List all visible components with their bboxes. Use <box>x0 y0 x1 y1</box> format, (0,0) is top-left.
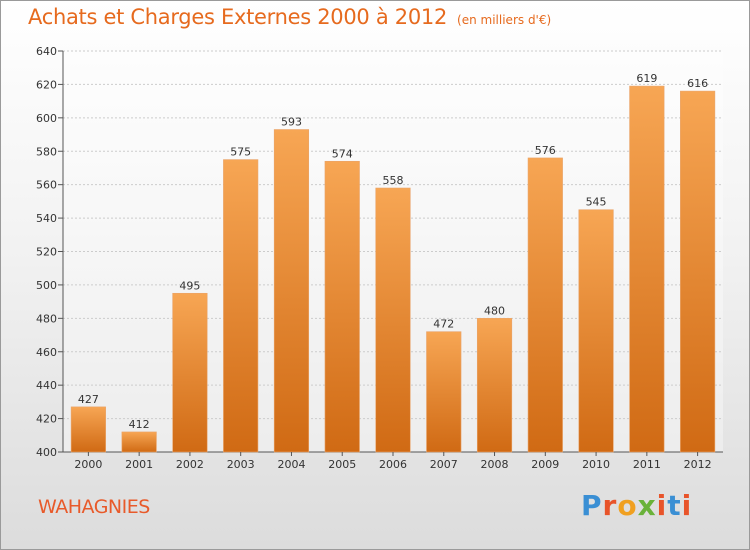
x-tick-label: 2001 <box>125 458 153 471</box>
bar <box>578 209 614 453</box>
y-tick-label: 440 <box>36 379 57 392</box>
bar <box>375 187 411 453</box>
y-tick-label: 400 <box>36 446 57 459</box>
commune-name: WAHAGNIES <box>38 496 150 518</box>
y-tick-label: 600 <box>36 112 57 125</box>
bar-value-label: 575 <box>230 146 251 159</box>
y-tick-label: 620 <box>36 78 57 91</box>
bar-value-label: 480 <box>484 304 505 317</box>
x-tick-label: 2008 <box>481 458 509 471</box>
bar <box>680 90 716 453</box>
x-tick-label: 2007 <box>430 458 458 471</box>
proxiti-logo: Proxiti <box>581 489 692 522</box>
logo-letter: x <box>637 489 657 522</box>
logo-letter: o <box>617 489 638 522</box>
logo-letter: P <box>581 489 603 522</box>
chart-subtitle: (en milliers d'€) <box>457 13 552 27</box>
logo-letter: r <box>602 489 618 522</box>
chart-title-text: Achats et Charges Externes 2000 à 2012 <box>28 5 448 29</box>
bar-value-label: 495 <box>179 279 200 292</box>
bar-value-label: 558 <box>383 174 404 187</box>
x-tick-label: 2012 <box>684 458 712 471</box>
y-tick-label: 480 <box>36 312 57 325</box>
y-tick-label: 500 <box>36 279 57 292</box>
y-tick-label: 580 <box>36 145 57 158</box>
bar-value-label: 619 <box>636 72 657 85</box>
bar <box>121 431 157 453</box>
x-tick-label: 2003 <box>227 458 255 471</box>
y-tick-label: 560 <box>36 179 57 192</box>
bar <box>70 406 106 453</box>
logo-letter: i <box>656 489 668 522</box>
x-tick-label: 2002 <box>176 458 204 471</box>
x-tick-label: 2006 <box>379 458 407 471</box>
bar <box>476 318 513 453</box>
y-tick-label: 520 <box>36 246 57 259</box>
logo-letter: i <box>681 489 693 522</box>
bar-value-label: 427 <box>78 393 99 406</box>
bar <box>324 160 360 453</box>
bar-value-label: 545 <box>586 196 607 209</box>
x-tick-label: 2011 <box>633 458 661 471</box>
bar <box>426 331 462 453</box>
bar <box>527 157 563 453</box>
bar <box>273 129 310 453</box>
y-tick-label: 460 <box>36 346 57 359</box>
x-tick-label: 2004 <box>277 458 305 471</box>
bar <box>629 85 665 453</box>
x-tick-label: 2005 <box>328 458 356 471</box>
bar-value-label: 412 <box>129 418 150 431</box>
x-tick-label: 2000 <box>74 458 102 471</box>
bar <box>223 159 259 453</box>
y-tick-label: 540 <box>36 212 57 225</box>
logo-letter: t <box>667 489 682 522</box>
x-tick-label: 2009 <box>531 458 559 471</box>
y-tick-label: 420 <box>36 413 57 426</box>
bar-value-label: 616 <box>687 77 708 90</box>
x-tick-label: 2010 <box>582 458 610 471</box>
bar-value-label: 472 <box>433 318 454 331</box>
chart-title: Achats et Charges Externes 2000 à 2012 (e… <box>28 5 551 29</box>
y-tick-label: 640 <box>36 45 57 58</box>
bar <box>172 292 208 453</box>
bar-value-label: 593 <box>281 116 302 129</box>
bar-value-label: 574 <box>332 147 353 160</box>
bar-value-label: 576 <box>535 144 556 157</box>
